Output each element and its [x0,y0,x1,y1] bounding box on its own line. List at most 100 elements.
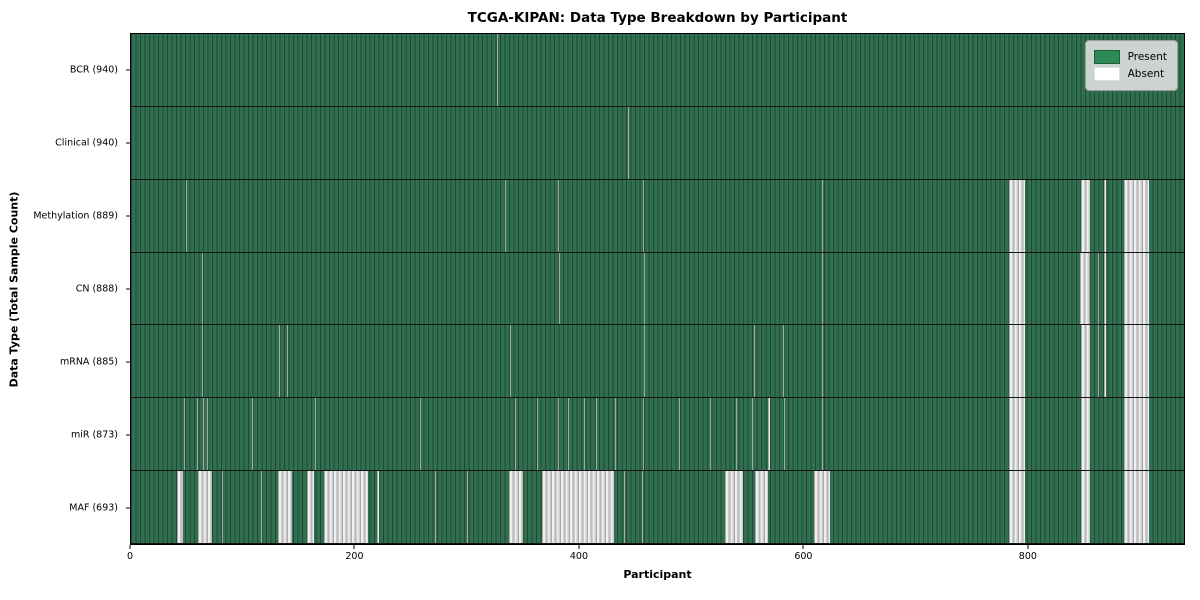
y-tick-mark [126,69,130,71]
absent-stripe [1009,252,1025,325]
y-tick-label-mir: miR (873) [70,429,118,441]
y-tick-mark [126,215,130,217]
plot-area: Present Absent [130,33,1185,545]
heatmap-row-maf [131,471,1184,545]
absent-stripe [515,398,517,471]
absent-stripe [1080,471,1090,544]
absent-stripe [1079,252,1090,325]
absent-stripe [197,398,199,471]
absent-stripe [1009,398,1025,471]
absent-stripe [201,252,203,325]
absent-stripe [822,325,824,398]
absent-stripe [628,106,630,179]
absent-stripe [1097,252,1099,325]
heatmap-row-mrna [131,325,1184,399]
absent-stripe [642,398,645,471]
absent-stripe [467,471,469,544]
x-tick-mark [802,545,804,549]
absent-stripe [1009,325,1025,398]
absent-stripe [251,398,254,471]
absent-stripe [678,398,680,471]
absent-stripe [754,471,769,544]
absent-stripe [642,179,645,252]
absent-stripe [1123,471,1150,544]
x-tick-label-600: 600 [794,551,813,562]
absent-stripe [1104,179,1106,252]
absent-stripe [623,471,625,544]
y-tick-label-maf: MAF (693) [69,502,118,514]
absent-stripe [434,471,436,544]
absent-stripe [286,325,288,398]
y-tick-label-cn: CN (888) [75,283,118,295]
legend-present-label: Present [1127,51,1167,63]
absent-stripe [198,471,212,544]
x-tick-label-200: 200 [345,551,364,562]
y-tick-mark [126,434,130,436]
heatmap-row-bcr [131,34,1184,107]
absent-stripe [822,398,824,471]
absent-stripe [1123,325,1150,398]
absent-stripe [735,398,738,471]
heatmap-row-cn [131,252,1184,326]
absent-stripe [1009,471,1025,544]
absent-stripe [323,471,369,544]
absent-stripe [724,471,743,544]
absent-stripe [641,471,643,544]
absent-stripe [1009,179,1025,252]
absent-stripe [1123,252,1150,325]
absent-stripe [822,179,824,252]
heatmap-row-mir [131,398,1184,472]
x-tick-label-0: 0 [126,551,134,562]
absent-stripe [207,398,209,471]
absent-stripe [277,471,293,544]
absent-stripe [784,398,786,471]
y-tick-label-clinical: Clinical (940) [55,137,118,149]
legend-item-present: Present [1093,50,1167,64]
legend-absent-swatch-icon [1093,67,1120,81]
heatmap-row-methylation [131,179,1184,253]
x-tick-label-400: 400 [569,551,588,562]
absent-stripe [221,471,223,544]
absent-stripe [314,398,316,471]
y-axis-tick-labels: BCR (940) Clinical (940) Methylation (889)… [0,33,130,545]
absent-stripe [644,325,646,398]
absent-stripe [567,398,569,471]
absent-stripe [508,471,524,544]
legend-present-swatch-icon [1093,50,1120,64]
y-tick-label-mrna: mRNA (885) [59,356,118,368]
absent-stripe [1080,398,1090,471]
x-tick-mark [129,545,131,549]
absent-stripe [176,471,183,544]
x-tick-mark [578,545,580,549]
absent-stripe [497,34,499,106]
y-tick-mark [126,288,130,290]
absent-stripe [822,252,824,325]
absent-stripe [202,398,204,471]
absent-stripe [542,471,614,544]
absent-stripe [260,471,263,544]
legend: Present Absent [1084,40,1178,91]
absent-stripe [278,325,280,398]
absent-stripe [782,325,785,398]
absent-stripe [557,398,559,471]
absent-stripe [1097,325,1099,398]
legend-item-absent: Absent [1093,67,1167,81]
absent-stripe [557,179,559,252]
absent-stripe [583,398,585,471]
absent-stripe [1080,325,1090,398]
absent-stripe [595,398,597,471]
absent-stripe [1104,252,1106,325]
absent-stripe [1123,398,1150,471]
absent-stripe [1080,179,1090,252]
y-tick-mark [126,142,130,144]
absent-stripe [644,252,646,325]
x-tick-mark [1027,545,1029,549]
absent-stripe [201,325,203,398]
absent-stripe [751,398,753,471]
absent-stripe [536,398,538,471]
absent-stripe [505,179,507,252]
absent-stripe [753,325,755,398]
absent-stripe [1123,179,1150,252]
absent-stripe [509,325,511,398]
